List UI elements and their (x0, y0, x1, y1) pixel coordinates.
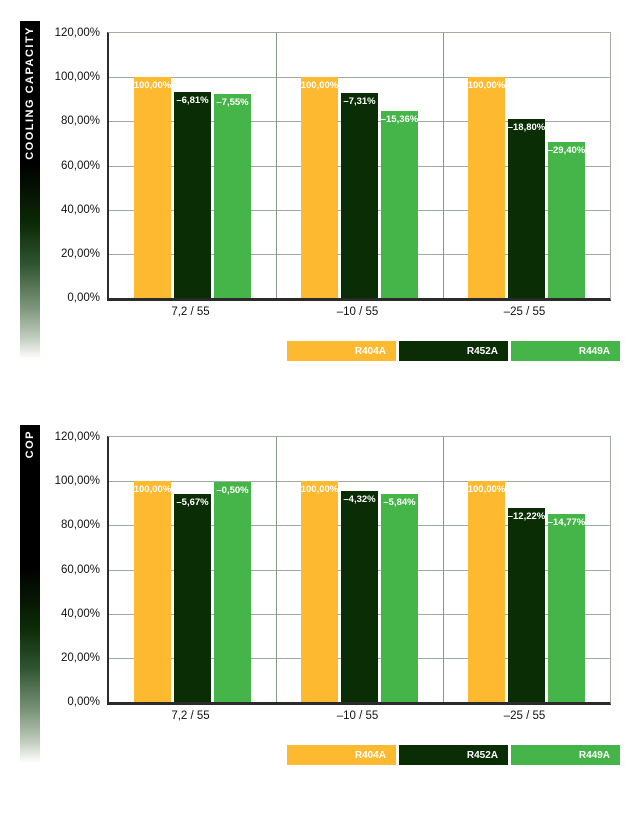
plot-area: 100,00% –6,81% –7,55% 100,00% –7,31% –15,36% 1… (107, 32, 611, 301)
legend-item-r452a: R452A (399, 745, 508, 765)
bar-value-label: –5,67% (176, 497, 209, 508)
bar-group: 100,00% –5,67% –0,50% (109, 437, 276, 702)
cop-title-rail: COP (20, 425, 40, 763)
bar-r452a: –5,67% (174, 494, 211, 702)
legend-label: R404A (354, 345, 386, 357)
y-tick-label: 100,00% (54, 475, 100, 487)
bar-group: 100,00% –12,22% –14,77% (443, 437, 610, 702)
legend-label: R452A (466, 749, 498, 761)
bar-r452a: –18,80% (508, 119, 545, 298)
bar-value-label: 100,00% (300, 80, 339, 91)
bar-r452a: –7,31% (341, 93, 378, 298)
bar-r449a: –7,55% (214, 94, 251, 298)
bar-r404a: 100,00% (301, 481, 338, 702)
y-tick-label: 0,00% (67, 696, 100, 708)
bar-r452a: –4,32% (341, 491, 378, 702)
bar-value-label: 100,00% (467, 80, 506, 91)
legend-item-r449a: R449A (511, 341, 620, 361)
bar-r449a: –15,36% (381, 111, 418, 298)
bar-value-label: –6,81% (176, 95, 209, 106)
bar-r404a: 100,00% (468, 77, 505, 298)
x-category-label: –10 / 55 (336, 306, 379, 318)
y-tick-label: 40,00% (60, 204, 100, 216)
bar-value-label: –4,32% (343, 494, 376, 505)
x-category-label: –25 / 55 (503, 710, 546, 722)
bar-group: 100,00% –4,32% –5,84% (276, 437, 443, 702)
bar-value-label: 100,00% (467, 484, 506, 495)
y-tick-label: 0,00% (67, 292, 100, 304)
chart-title: COOLING CAPACITY (24, 26, 36, 160)
cooling-capacity-title-rail: COOLING CAPACITY (20, 21, 40, 359)
bar-r404a: 100,00% (134, 481, 171, 702)
bar-group: 100,00% –18,80% –29,40% (443, 33, 610, 298)
x-category-label: 7,2 / 55 (171, 306, 210, 318)
legend-item-r449a: R449A (511, 745, 620, 765)
y-tick-label: 100,00% (54, 71, 100, 83)
group-divider (276, 437, 277, 702)
x-category-label: 7,2 / 55 (171, 710, 210, 722)
bar-value-label: 100,00% (133, 80, 172, 91)
bar-r404a: 100,00% (301, 77, 338, 298)
bar-r449a: –0,50% (214, 482, 251, 702)
bar-r449a: –29,40% (548, 142, 585, 298)
bar-r449a: –14,77% (548, 514, 585, 702)
legend: R404A R452A R449A (287, 341, 620, 361)
y-tick-label: 120,00% (54, 27, 100, 39)
bar-value-label: –7,31% (343, 96, 376, 107)
bar-value-label: –29,40% (547, 145, 586, 156)
cooling-capacity-chart: COOLING CAPACITY 100,00% –6,81% –7,55% 100,… (0, 0, 627, 404)
x-category-label: –25 / 55 (503, 306, 546, 318)
bar-value-label: –7,55% (216, 97, 249, 108)
legend-label: R449A (578, 345, 610, 357)
bar-value-label: –12,22% (507, 511, 546, 522)
y-tick-label: 20,00% (60, 248, 100, 260)
bar-value-label: –18,80% (507, 122, 546, 133)
group-divider (443, 33, 444, 298)
bar-group: 100,00% –6,81% –7,55% (109, 33, 276, 298)
group-divider (276, 33, 277, 298)
bar-value-label: –0,50% (216, 485, 249, 496)
legend-label: R404A (354, 749, 386, 761)
bar-value-label: –15,36% (380, 114, 419, 125)
legend: R404A R452A R449A (287, 745, 620, 765)
bar-group: 100,00% –7,31% –15,36% (276, 33, 443, 298)
plot-area: 100,00% –5,67% –0,50% 100,00% –4,32% –5,84% 10… (107, 436, 611, 705)
bar-value-label: 100,00% (133, 484, 172, 495)
bar-value-label: –14,77% (547, 517, 586, 528)
bar-value-label: –5,84% (383, 497, 416, 508)
h-gridline (109, 481, 610, 482)
x-category-label: –10 / 55 (336, 710, 379, 722)
bar-r404a: 100,00% (468, 481, 505, 702)
group-divider (443, 437, 444, 702)
y-tick-label: 80,00% (60, 115, 100, 127)
y-tick-label: 20,00% (60, 652, 100, 664)
legend-item-r452a: R452A (399, 341, 508, 361)
bar-r404a: 100,00% (134, 77, 171, 298)
legend-label: R449A (578, 749, 610, 761)
y-tick-label: 120,00% (54, 431, 100, 443)
y-tick-label: 60,00% (60, 160, 100, 172)
bar-r452a: –6,81% (174, 92, 211, 298)
bar-r452a: –12,22% (508, 508, 545, 702)
legend-item-r404a: R404A (287, 745, 396, 765)
legend-label: R452A (466, 345, 498, 357)
y-tick-label: 40,00% (60, 608, 100, 620)
y-tick-label: 80,00% (60, 519, 100, 531)
h-gridline (109, 77, 610, 78)
cop-chart: COP 100,00% –5,67% –0,50% 100,00% –4,32% –5,8… (0, 404, 627, 808)
legend-item-r404a: R404A (287, 341, 396, 361)
bar-value-label: 100,00% (300, 484, 339, 495)
bar-r449a: –5,84% (381, 494, 418, 702)
y-tick-label: 60,00% (60, 564, 100, 576)
